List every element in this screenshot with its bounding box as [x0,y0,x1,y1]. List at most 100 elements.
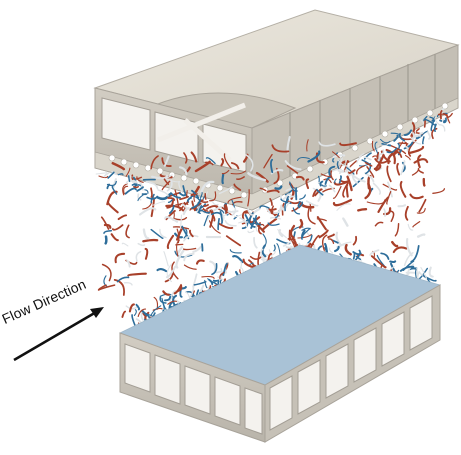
vortex-tube [225,235,242,247]
vortex-tube [307,150,321,163]
vortex-tube [386,181,393,198]
vortex-tube [426,131,431,140]
vortex-tube [144,189,149,194]
vortex-tube [241,210,248,221]
vortex-tube [324,242,328,253]
vortex-tube [209,260,217,273]
vortex-tube [422,177,426,187]
vortex-tube [125,224,130,239]
vortex-tube [405,154,411,161]
vortex-tube [289,224,296,239]
flow-direction-arrow [13,307,104,362]
vortex-tube [320,173,332,177]
vortex-tube [259,205,270,209]
vortex-tube [269,197,273,206]
vortex-tube [116,276,130,283]
vortex-tube [137,308,147,317]
vortex-tube [204,161,214,166]
vortex-tube [377,153,381,162]
vortex-tube [183,264,197,270]
vortex-tube [107,171,115,179]
vortex-tube [179,214,183,230]
vortex-tube [328,165,336,176]
vortex-tube [390,210,395,222]
vortex-tube [346,167,355,175]
vortex-tube [218,186,233,195]
vortex-tube [200,200,209,204]
vortex-tube [218,222,234,230]
vortex-tube [270,205,274,215]
vortex-tube [128,303,135,313]
vortex-tube [337,159,348,167]
vortex-tube [166,234,175,250]
vortex-tube [352,235,358,246]
vortex-tube [403,252,414,267]
vortex-tube [338,175,342,184]
vortex-tube [178,181,184,194]
vortex-tube [189,285,195,298]
vortex-tube [404,205,409,221]
vortex-tube [110,233,119,242]
vortex-tube [408,145,425,155]
vortex-tube [266,189,280,193]
vortex-tube [312,189,318,198]
vortex-tube [157,189,169,197]
vortex-tube [357,207,368,212]
vortex-tube [167,300,177,305]
vortex-tube [259,187,267,192]
vortex-tube [332,185,342,199]
vortex-tube [305,178,310,190]
vortex-tube [133,185,139,189]
vortex-tube [390,240,399,248]
vortex-tube [356,156,361,164]
vortex-tube [163,178,170,185]
vortex-tube [352,176,364,188]
vortex-tube [327,238,335,244]
vortex-tube [107,200,119,214]
vortex-tube [366,199,386,205]
vortex-tube [97,284,107,291]
vortex-tube [172,294,178,306]
vortex-tube [338,169,345,175]
vortex-tube [150,155,159,170]
vortex-tube [376,151,380,160]
vortex-tube [438,124,446,132]
vortex-tube [98,175,109,179]
vortex-tube [191,198,202,209]
vortex-tube [386,147,398,154]
vortex-tube [380,252,390,260]
vortex-tube [203,204,209,208]
vortex-tube [398,142,409,145]
vortex-tube [298,201,315,209]
vortex-tube [403,129,413,136]
vortex-tube [150,305,162,316]
vortex-tube [195,259,205,265]
vortex-tube [379,149,385,155]
vortex-tube [211,200,219,206]
vortex-tube [164,215,179,223]
vortex-tube [298,218,304,229]
vortex-tube [348,169,356,174]
vortex-tube [314,188,323,197]
vortex-tube [191,189,200,199]
vortex-tube [364,182,372,200]
vortex-tube [309,202,312,212]
vortex-tube [224,220,237,227]
vortex-tube [111,224,124,231]
vortex-tube [346,175,353,192]
vortex-tube [376,145,379,153]
vortex-tube [263,153,273,169]
vortex-tube [437,113,449,118]
vortex-tube [163,251,169,267]
vortex-tube [365,165,372,175]
vortex-tube [212,205,223,212]
vortex-tube [159,296,167,304]
vortex-tube [369,249,380,256]
vortex-tube [409,193,424,200]
vortex-tube [389,262,397,274]
vortex-tube [333,178,337,184]
vortex-tube [366,166,375,178]
vortex-tube [199,192,203,199]
vortex-tube [420,266,428,280]
